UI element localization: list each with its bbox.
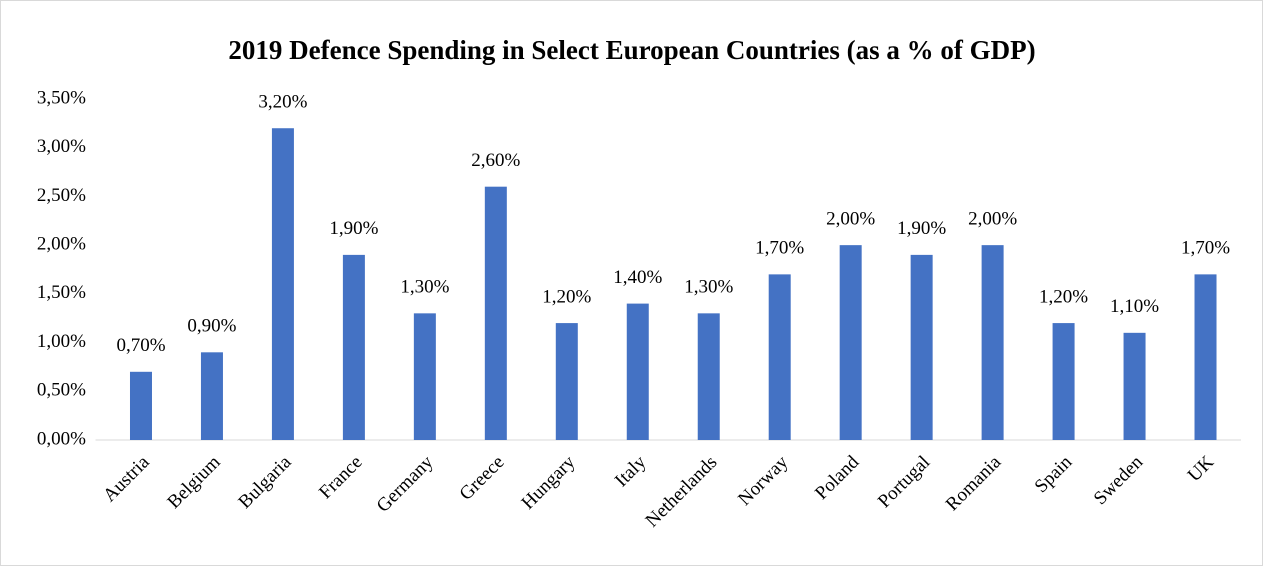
value-label: 1,10% bbox=[1110, 296, 1159, 317]
value-label: 1,20% bbox=[542, 286, 591, 307]
y-tick-label: 0,50% bbox=[37, 380, 86, 401]
chart-title: 2019 Defence Spending in Select European… bbox=[228, 35, 1035, 65]
value-label: 2,00% bbox=[826, 209, 875, 230]
bar bbox=[981, 245, 1004, 440]
y-tick-label: 3,00% bbox=[37, 136, 86, 157]
bar bbox=[129, 371, 152, 440]
value-label: 0,90% bbox=[187, 316, 236, 337]
value-label: 1,30% bbox=[400, 277, 449, 298]
bar bbox=[1194, 274, 1217, 440]
value-label: 1,30% bbox=[684, 277, 733, 298]
value-label: 2,00% bbox=[968, 209, 1017, 230]
bar bbox=[413, 313, 436, 440]
bar bbox=[839, 245, 862, 440]
bar bbox=[910, 254, 933, 440]
value-label: 3,20% bbox=[258, 92, 307, 113]
bar bbox=[1123, 332, 1146, 440]
bar bbox=[768, 274, 791, 440]
y-tick-label: 1,00% bbox=[37, 331, 86, 352]
bar bbox=[626, 303, 649, 440]
value-label: 1,90% bbox=[329, 218, 378, 239]
bar bbox=[200, 352, 223, 440]
bar bbox=[484, 186, 507, 440]
y-tick-label: 2,00% bbox=[37, 234, 86, 255]
value-label: 1,40% bbox=[613, 267, 662, 288]
y-tick-label: 0,00% bbox=[37, 428, 86, 449]
value-label: 1,90% bbox=[897, 218, 946, 239]
value-label: 2,60% bbox=[471, 150, 520, 171]
value-label: 1,70% bbox=[1181, 238, 1230, 259]
value-label: 0,70% bbox=[116, 335, 165, 356]
bar bbox=[1052, 323, 1075, 440]
value-label: 1,70% bbox=[755, 238, 804, 259]
bar bbox=[555, 323, 578, 440]
bar bbox=[271, 128, 294, 440]
y-tick-label: 2,50% bbox=[37, 185, 86, 206]
bar bbox=[697, 313, 720, 440]
y-tick-label: 3,50% bbox=[37, 87, 86, 108]
value-label: 1,20% bbox=[1039, 286, 1088, 307]
bar bbox=[342, 254, 365, 440]
y-tick-label: 1,50% bbox=[37, 282, 86, 303]
